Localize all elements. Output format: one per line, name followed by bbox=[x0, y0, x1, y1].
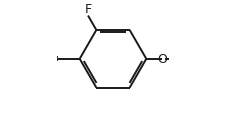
Text: F: F bbox=[84, 3, 91, 16]
Text: O: O bbox=[157, 53, 166, 66]
